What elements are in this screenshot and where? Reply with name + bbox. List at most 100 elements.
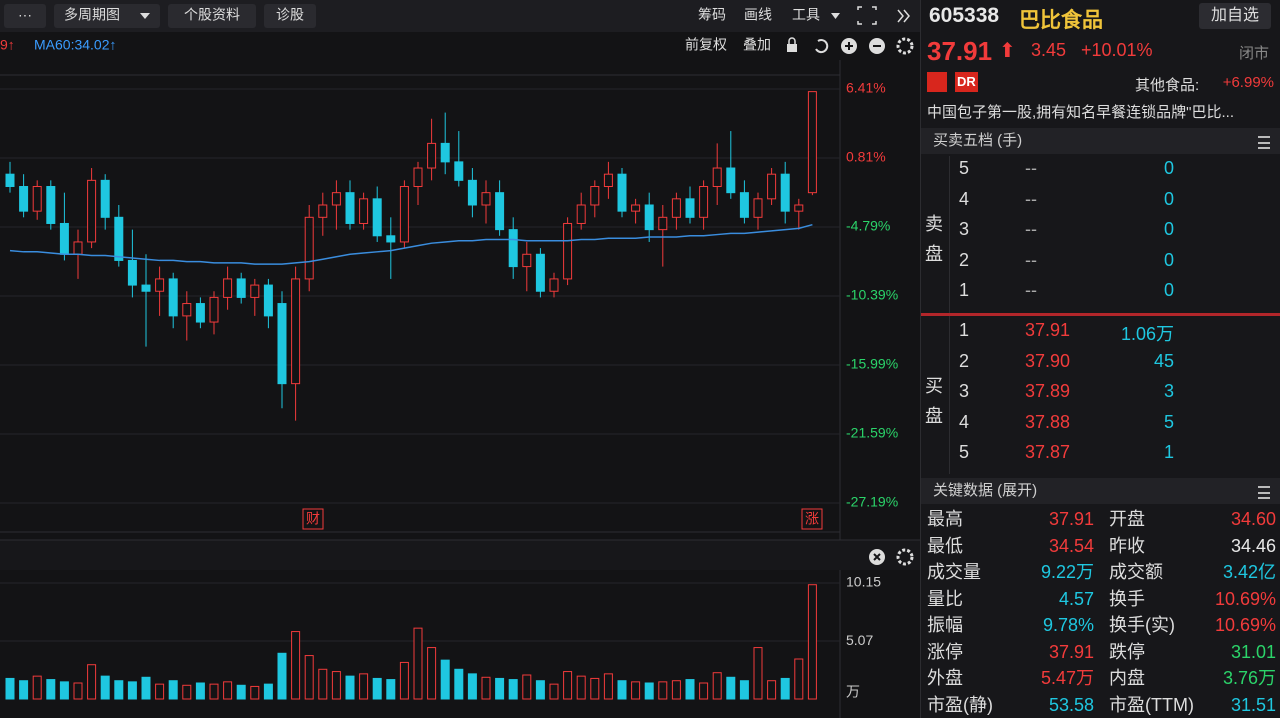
candle-body [87, 179, 97, 243]
level: 4 [959, 411, 970, 432]
key-value: 9.22万 [1040, 562, 1094, 582]
candle-body [127, 259, 137, 286]
period-button[interactable] [54, 4, 160, 28]
volume-bar [399, 661, 409, 700]
key-value: 4.57 [1058, 588, 1094, 609]
lock-shackle [788, 37, 796, 44]
flag-icon [927, 72, 947, 92]
price-arrow: ⬆ [999, 40, 1016, 62]
candle-body [563, 222, 573, 280]
volume-bar [753, 647, 763, 700]
candle-body [318, 204, 328, 218]
level-volume: 1 [1163, 442, 1174, 462]
candle-body [467, 179, 477, 206]
candle-body [236, 278, 246, 298]
tools-button[interactable]: 工具 [792, 7, 820, 23]
volume-bar [223, 681, 233, 700]
volume-bar [141, 676, 151, 700]
volume-bar [427, 647, 437, 700]
dropdown-icon [831, 13, 840, 19]
menu-icon[interactable] [1258, 136, 1270, 149]
overlay-button[interactable]: 叠加 [743, 37, 771, 53]
volume-bar [32, 675, 42, 700]
level-price: -- [1025, 158, 1037, 178]
candle-body [209, 296, 219, 323]
menu-label: ··· [18, 7, 32, 23]
y-tick-label: -10.39% [846, 287, 898, 303]
side-label: 卖 [925, 214, 943, 234]
volume-bar [168, 680, 178, 700]
undo-icon[interactable] [815, 39, 829, 54]
candle-body [168, 278, 178, 317]
candle-body [481, 192, 491, 206]
key-label: 市盈(TTM) [1109, 694, 1194, 715]
y-tick-label: 0.81% [846, 149, 886, 165]
volume-bar [195, 682, 205, 700]
volume-bar [413, 627, 423, 700]
candle-body [19, 186, 29, 212]
y-tick-label: -4.79% [846, 218, 890, 234]
chips-button[interactable]: 筹码 [698, 7, 726, 23]
volume-bar [155, 683, 165, 700]
volume-bar [671, 680, 681, 700]
volume-bar [794, 658, 804, 700]
level: 3 [959, 381, 970, 401]
y-tick-label: -21.59% [846, 425, 898, 441]
volume-bar [263, 683, 273, 700]
info-button[interactable] [168, 4, 256, 28]
candle-body [699, 186, 709, 218]
volume-bar [495, 677, 505, 700]
candle-body [399, 186, 409, 243]
side-label: 盘 [925, 244, 943, 264]
candle-body [304, 216, 314, 280]
event-marker: 涨 [805, 511, 819, 527]
level-volume: 0 [1163, 249, 1174, 270]
close-glyph [873, 553, 881, 561]
volume-bar [19, 680, 29, 700]
key-label: 成交额 [1109, 562, 1163, 582]
candle-body [454, 161, 464, 181]
candle-body [372, 198, 382, 237]
y-tick-label: -15.99% [846, 356, 898, 372]
candle-body [427, 142, 437, 169]
level: 3 [959, 219, 970, 239]
menu-icon[interactable] [1258, 486, 1270, 499]
collapse-icon[interactable] [897, 9, 910, 23]
dropdown-icon [140, 13, 150, 19]
volume-unit: 万 [846, 684, 860, 700]
volume-bar [644, 682, 654, 700]
draw-button[interactable]: 画线 [744, 7, 772, 23]
adjust-button[interactable]: 前复权 [685, 37, 727, 53]
event-marker: 财 [306, 511, 320, 527]
volume-bar [603, 673, 613, 700]
key-label: 量比 [927, 588, 963, 609]
menu-button[interactable] [4, 4, 46, 28]
settings-icon[interactable] [896, 548, 914, 566]
watch-button[interactable]: 加自选 [1199, 3, 1271, 29]
candle-body [155, 278, 165, 292]
diagnose-button[interactable] [264, 4, 316, 28]
settings-icon[interactable] [896, 37, 914, 55]
key-value: 10.69% [1214, 615, 1276, 635]
marker-box [801, 508, 823, 530]
lock-icon[interactable] [787, 44, 797, 52]
level-price: 37.88 [1025, 411, 1071, 432]
ma60-label: MA60:34.02↑ [34, 37, 117, 53]
marker-box [302, 508, 324, 530]
volume-bar [331, 671, 341, 700]
fullscreen-icon[interactable] [857, 6, 877, 25]
key-value: 34.46 [1230, 535, 1276, 556]
candle-body [617, 173, 627, 212]
ma60-line [9, 223, 813, 265]
key-value: 37.91 [1048, 641, 1094, 662]
candle-body [685, 198, 695, 218]
volume-bar [87, 664, 97, 700]
key-label: 昨收 [1109, 535, 1145, 556]
key-value: 34.60 [1230, 509, 1276, 529]
level: 5 [959, 442, 970, 462]
level: 4 [959, 188, 970, 209]
candle-body [73, 241, 83, 255]
candle-body [576, 204, 586, 224]
level-price: -- [1025, 280, 1037, 300]
volume-bar [780, 677, 790, 700]
